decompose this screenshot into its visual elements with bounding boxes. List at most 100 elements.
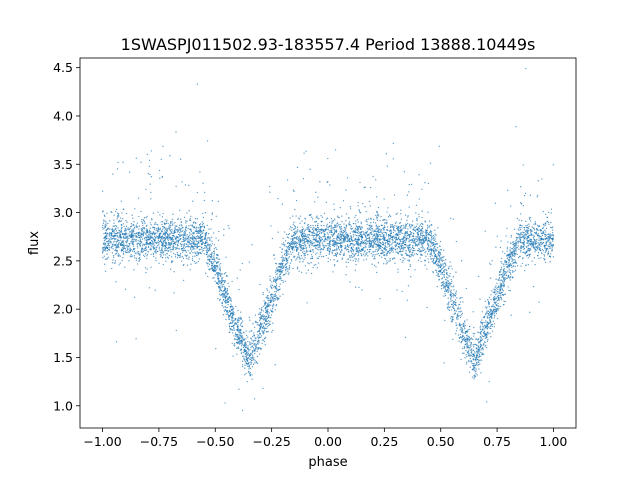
- data-point: [343, 223, 345, 225]
- data-point: [116, 232, 119, 234]
- data-point: [442, 264, 444, 266]
- data-point: [306, 226, 308, 229]
- data-point: [118, 215, 120, 217]
- data-point: [422, 236, 424, 238]
- data-point: [195, 243, 197, 245]
- plot-area: [79, 57, 577, 429]
- data-point: [105, 234, 108, 236]
- data-point: [407, 228, 409, 230]
- data-point: [220, 289, 223, 292]
- data-point: [501, 289, 503, 291]
- data-point: [195, 221, 197, 224]
- data-point: [296, 268, 299, 270]
- data-point: [169, 233, 171, 235]
- data-point: [262, 326, 264, 329]
- data-point: [434, 229, 436, 231]
- data-point: [179, 228, 181, 230]
- data-point: [290, 253, 292, 255]
- data-point: [196, 191, 198, 194]
- data-point: [455, 290, 458, 292]
- data-point: [455, 333, 457, 335]
- data-point: [430, 252, 432, 254]
- data-point: [218, 279, 220, 282]
- data-point: [484, 300, 486, 302]
- data-point: [288, 253, 290, 255]
- data-point: [288, 256, 291, 258]
- data-point: [367, 237, 369, 240]
- data-point: [549, 247, 552, 249]
- data-point: [291, 226, 293, 229]
- data-point: [301, 236, 304, 238]
- data-point: [196, 83, 199, 85]
- data-point: [298, 270, 300, 272]
- data-point: [241, 355, 244, 357]
- data-point: [221, 272, 223, 275]
- data-point: [480, 359, 483, 361]
- data-point: [274, 271, 277, 273]
- data-point: [154, 221, 157, 224]
- data-point: [394, 222, 397, 225]
- data-point: [527, 249, 529, 251]
- data-point: [424, 260, 426, 262]
- data-point: [314, 234, 316, 237]
- data-point: [211, 243, 213, 245]
- data-point: [531, 226, 533, 228]
- data-point: [202, 229, 205, 232]
- data-point: [372, 254, 374, 256]
- data-point: [183, 247, 185, 250]
- data-point: [173, 236, 175, 238]
- data-point: [311, 257, 314, 259]
- data-point: [352, 234, 355, 236]
- data-point: [549, 237, 551, 239]
- data-point: [372, 175, 374, 178]
- data-point: [487, 299, 489, 301]
- data-point: [544, 251, 546, 254]
- data-point: [202, 222, 205, 224]
- data-point: [252, 335, 254, 338]
- data-point: [182, 279, 185, 282]
- data-point: [428, 246, 430, 248]
- data-point: [486, 331, 488, 334]
- data-point: [412, 244, 414, 247]
- data-point: [514, 255, 516, 257]
- data-point: [266, 288, 268, 290]
- data-point: [470, 338, 472, 340]
- data-point: [361, 237, 363, 239]
- data-point: [148, 233, 150, 235]
- data-point: [204, 238, 206, 240]
- data-point: [468, 371, 471, 374]
- data-point: [179, 218, 182, 220]
- data-point: [373, 233, 375, 235]
- data-point: [448, 288, 450, 290]
- data-point: [154, 244, 156, 246]
- data-point: [142, 227, 144, 229]
- data-point: [134, 208, 136, 210]
- data-point: [171, 230, 173, 232]
- data-point: [338, 242, 341, 245]
- data-point: [197, 231, 200, 233]
- data-point: [511, 251, 514, 254]
- data-point: [324, 234, 326, 237]
- data-point: [171, 224, 174, 226]
- data-point: [382, 250, 384, 252]
- data-point: [159, 228, 161, 231]
- data-point: [140, 235, 142, 238]
- data-point: [339, 240, 341, 242]
- data-point: [431, 244, 434, 247]
- data-point: [318, 232, 321, 235]
- data-point: [377, 249, 380, 251]
- data-point: [510, 264, 512, 267]
- data-point: [162, 252, 165, 254]
- data-point: [548, 240, 550, 242]
- data-point: [385, 263, 387, 265]
- data-point: [166, 235, 169, 237]
- data-point: [370, 217, 372, 219]
- data-point: [549, 256, 552, 258]
- data-point: [369, 238, 371, 240]
- data-point: [422, 242, 425, 245]
- data-point: [224, 297, 227, 300]
- data-point: [430, 250, 433, 252]
- data-point: [171, 234, 174, 237]
- data-point: [102, 210, 104, 212]
- data-point: [440, 268, 443, 270]
